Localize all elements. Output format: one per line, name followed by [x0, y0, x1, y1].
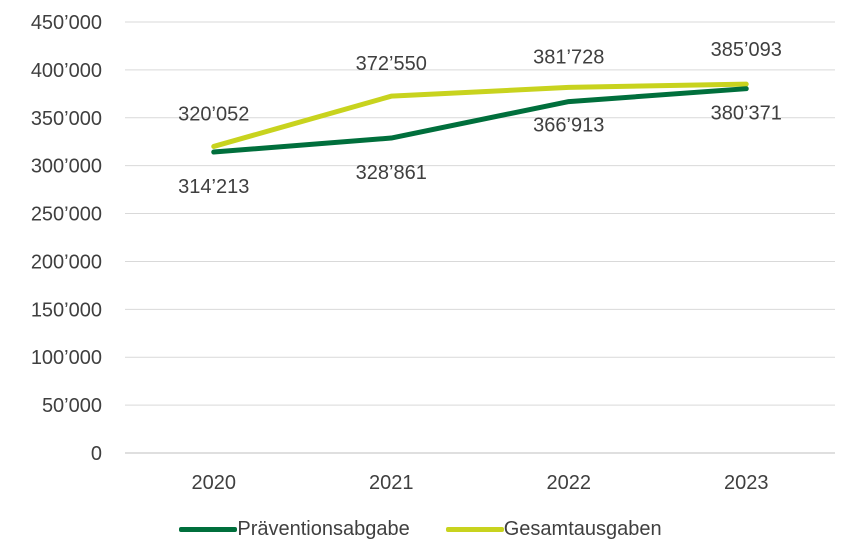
- data-label-gesamtausgaben: 372’550: [356, 53, 427, 75]
- y-tick-label: 50’000: [42, 395, 102, 417]
- data-label-gesamtausgaben: 385’093: [711, 39, 782, 61]
- x-tick-label: 2020: [192, 472, 237, 494]
- y-tick-label: 100’000: [31, 347, 102, 369]
- data-label-gesamtausgaben: 381’728: [533, 46, 604, 68]
- y-tick-label: 350’000: [31, 108, 102, 130]
- y-tick-label: 200’000: [31, 251, 102, 273]
- data-label-praeventionsabgabe: 314’213: [178, 176, 249, 198]
- legend-swatch-gesamtausgaben: [445, 527, 504, 532]
- y-tick-label: 0: [91, 443, 102, 465]
- chart-legend: Präventionsabgabe Gesamtausgaben: [0, 518, 841, 541]
- legend-swatch-praeventionsabgabe: [179, 527, 238, 532]
- x-tick-label: 2022: [547, 472, 592, 494]
- legend-item-praeventionsabgabe: Präventionsabgabe: [179, 518, 410, 541]
- x-tick-label: 2023: [724, 472, 769, 494]
- series-line-praeventionsabgabe: [211, 86, 749, 155]
- legend-item-gesamtausgaben: Gesamtausgaben: [445, 518, 662, 541]
- y-tick-label: 150’000: [31, 299, 102, 321]
- x-tick-label: 2021: [369, 472, 414, 494]
- y-tick-label: 300’000: [31, 156, 102, 178]
- legend-label-gesamtausgaben: Gesamtausgaben: [503, 518, 662, 540]
- series-line-gesamtausgaben: [211, 81, 749, 149]
- data-label-praeventionsabgabe: 380’371: [711, 103, 782, 125]
- legend-label-praeventionsabgabe: Präventionsabgabe: [237, 518, 410, 540]
- y-tick-label: 400’000: [31, 60, 102, 82]
- data-label-praeventionsabgabe: 366’913: [533, 115, 604, 137]
- data-label-gesamtausgaben: 320’052: [178, 103, 249, 125]
- data-label-praeventionsabgabe: 328’861: [356, 162, 427, 184]
- y-tick-label: 250’000: [31, 204, 102, 226]
- y-tick-label: 450’000: [31, 12, 102, 34]
